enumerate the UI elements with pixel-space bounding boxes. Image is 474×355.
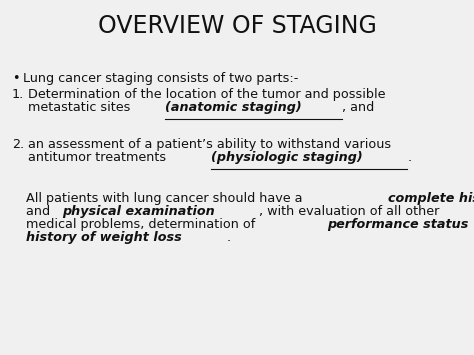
Text: physical examination: physical examination	[62, 205, 215, 218]
Text: and: and	[26, 205, 54, 218]
Text: •: •	[12, 72, 19, 85]
Text: antitumor treatments: antitumor treatments	[28, 151, 170, 164]
Text: medical problems, determination of: medical problems, determination of	[26, 218, 259, 231]
Text: All patients with lung cancer should have a: All patients with lung cancer should hav…	[26, 192, 307, 205]
Text: an assessment of a patient’s ability to withstand various: an assessment of a patient’s ability to …	[28, 138, 391, 151]
Text: metastatic sites: metastatic sites	[28, 101, 134, 114]
Text: history of weight loss: history of weight loss	[26, 231, 182, 244]
Text: , with evaluation of all other: , with evaluation of all other	[259, 205, 440, 218]
Text: .: .	[407, 151, 411, 164]
Text: 2.: 2.	[12, 138, 24, 151]
Text: (anatomic staging): (anatomic staging)	[165, 101, 302, 114]
Text: Lung cancer staging consists of two parts:-: Lung cancer staging consists of two part…	[23, 72, 298, 85]
Text: , and: , and	[342, 101, 374, 114]
Text: OVERVIEW OF STAGING: OVERVIEW OF STAGING	[98, 14, 376, 38]
Text: Determination of the location of the tumor and possible: Determination of the location of the tum…	[28, 88, 385, 101]
Text: complete history: complete history	[388, 192, 474, 205]
Text: (physiologic staging): (physiologic staging)	[211, 151, 363, 164]
Text: .: .	[227, 231, 231, 244]
Text: 1.: 1.	[12, 88, 24, 101]
Text: performance status: performance status	[327, 218, 468, 231]
